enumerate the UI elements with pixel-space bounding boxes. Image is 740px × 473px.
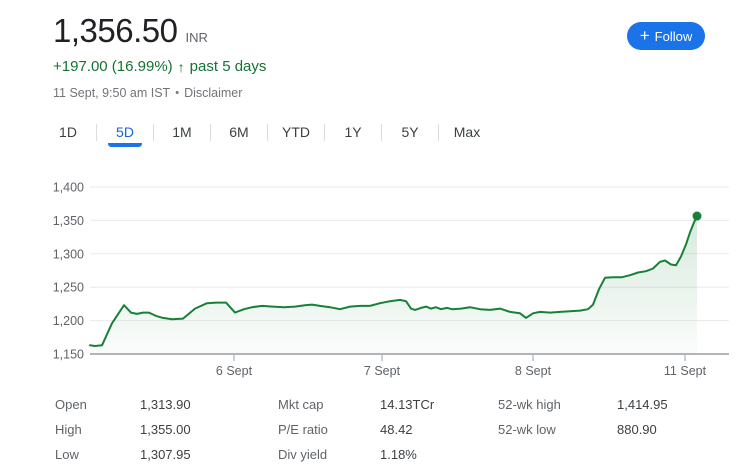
stat-row: Mkt cap 14.13TCr — [278, 392, 434, 417]
tab-label: 1M — [172, 124, 192, 140]
stat-value: 1.18% — [380, 447, 417, 462]
y-axis-label: 1,350 — [53, 214, 84, 228]
x-axis-label: 11 Sept — [664, 364, 707, 378]
change-value: +197.00 (16.99%) — [53, 58, 173, 75]
stock-price: 1,356.50 — [53, 12, 178, 49]
stat-label: Open — [55, 397, 87, 412]
price-change-row: +197.00 (16.99%) ↑ past 5 days — [53, 58, 266, 75]
tab-label: 6M — [229, 124, 249, 140]
tab-label: YTD — [282, 124, 310, 140]
tab-1d[interactable]: 1D — [40, 117, 96, 147]
tab-max[interactable]: Max — [439, 117, 495, 147]
tab-divider — [153, 123, 154, 141]
chart-area: 1,400 1,350 1,300 1,250 1,200 1,150 6 Sept 7 Se… — [40, 175, 740, 385]
x-axis-label: 8 Sept — [515, 364, 552, 378]
stat-value: 1,355.00 — [140, 422, 191, 437]
tab-label: Max — [453, 124, 481, 140]
tab-label: 1D — [59, 124, 77, 140]
tab-divider — [267, 123, 268, 141]
follow-button-label: Follow — [654, 28, 693, 44]
stat-row: High 1,355.00 — [55, 417, 191, 442]
price-line — [89, 215, 698, 347]
quote-timestamp: 11 Sept, 9:50 am IST — [53, 86, 171, 100]
stats-column: Open 1,313.90 High 1,355.00 Low 1,307.95 — [55, 392, 191, 467]
x-axis-label: 6 Sept — [216, 364, 253, 378]
up-arrow-icon: ↑ — [177, 58, 185, 75]
stat-value: 14.13TCr — [380, 397, 435, 412]
stats-table: Open 1,313.90 High 1,355.00 Low 1,307.95 Mkt c… — [0, 392, 740, 470]
tab-label: 1Y — [344, 124, 362, 140]
x-axis: 6 Sept 7 Sept 8 Sept 11 Sept — [216, 355, 707, 378]
tab-5y[interactable]: 5Y — [382, 117, 438, 147]
y-axis-label: 1,400 — [53, 181, 84, 195]
time-range-tabs: 1D 5D 1M 6M YTD 1Y 5Y Max — [40, 117, 495, 147]
stat-value: 1,307.95 — [140, 447, 191, 462]
stats-column: 52-wk high 1,414.95 52-wk low 880.90 — [498, 392, 668, 442]
tab-ytd[interactable]: YTD — [268, 117, 324, 147]
tab-label: 5Y — [401, 124, 419, 140]
disclaimer-link[interactable]: Disclaimer — [184, 86, 243, 100]
change-period: past 5 days — [189, 58, 267, 75]
stat-value: 1,414.95 — [617, 397, 668, 412]
stat-value: 880.90 — [617, 422, 657, 437]
stat-label: Mkt cap — [278, 397, 324, 412]
separator-dot: • — [175, 87, 180, 99]
stat-value: 48.42 — [380, 422, 413, 437]
stat-label: High — [55, 422, 82, 437]
stat-row: 52-wk low 880.90 — [498, 417, 668, 442]
stat-label: P/E ratio — [278, 422, 328, 437]
tab-label: 5D — [116, 124, 134, 140]
y-axis-label: 1,200 — [53, 314, 84, 328]
stat-label: Low — [55, 447, 79, 462]
stat-label: 52-wk low — [498, 422, 556, 437]
price-chart[interactable]: 1,400 1,350 1,300 1,250 1,200 1,150 6 Sept 7 Se… — [40, 175, 740, 385]
plus-icon: + — [639, 25, 650, 45]
stat-value: 1,313.90 — [140, 397, 191, 412]
tab-5d[interactable]: 5D — [97, 117, 153, 147]
last-price-dot — [692, 211, 702, 221]
follow-button[interactable]: + Follow — [627, 22, 705, 50]
stat-row: 52-wk high 1,414.95 — [498, 392, 668, 417]
stats-column: Mkt cap 14.13TCr P/E ratio 48.42 Div yield 1.… — [278, 392, 434, 467]
stat-row: P/E ratio 48.42 — [278, 417, 434, 442]
price-header: 1,356.50 INR — [53, 12, 208, 50]
tab-divider — [381, 123, 382, 141]
tab-divider — [438, 123, 439, 141]
tab-divider — [96, 123, 97, 141]
tab-divider — [324, 123, 325, 141]
y-axis-label: 1,150 — [53, 348, 84, 362]
price-area-fill — [90, 216, 697, 354]
stat-row: Div yield 1.18% — [278, 442, 434, 467]
x-axis-label: 7 Sept — [364, 364, 401, 378]
tab-divider — [210, 123, 211, 141]
y-axis-label: 1,300 — [53, 247, 84, 261]
currency-code: INR — [185, 30, 208, 45]
stat-label: 52-wk high — [498, 397, 561, 412]
tab-1y[interactable]: 1Y — [325, 117, 381, 147]
active-tab-indicator — [108, 142, 142, 147]
y-axis-label: 1,250 — [53, 281, 84, 295]
tab-1m[interactable]: 1M — [154, 117, 210, 147]
tab-6m[interactable]: 6M — [211, 117, 267, 147]
stat-row: Open 1,313.90 — [55, 392, 191, 417]
quote-meta-row: 11 Sept, 9:50 am IST • Disclaimer — [53, 86, 242, 100]
stat-row: Low 1,307.95 — [55, 442, 191, 467]
stat-label: Div yield — [278, 447, 328, 462]
